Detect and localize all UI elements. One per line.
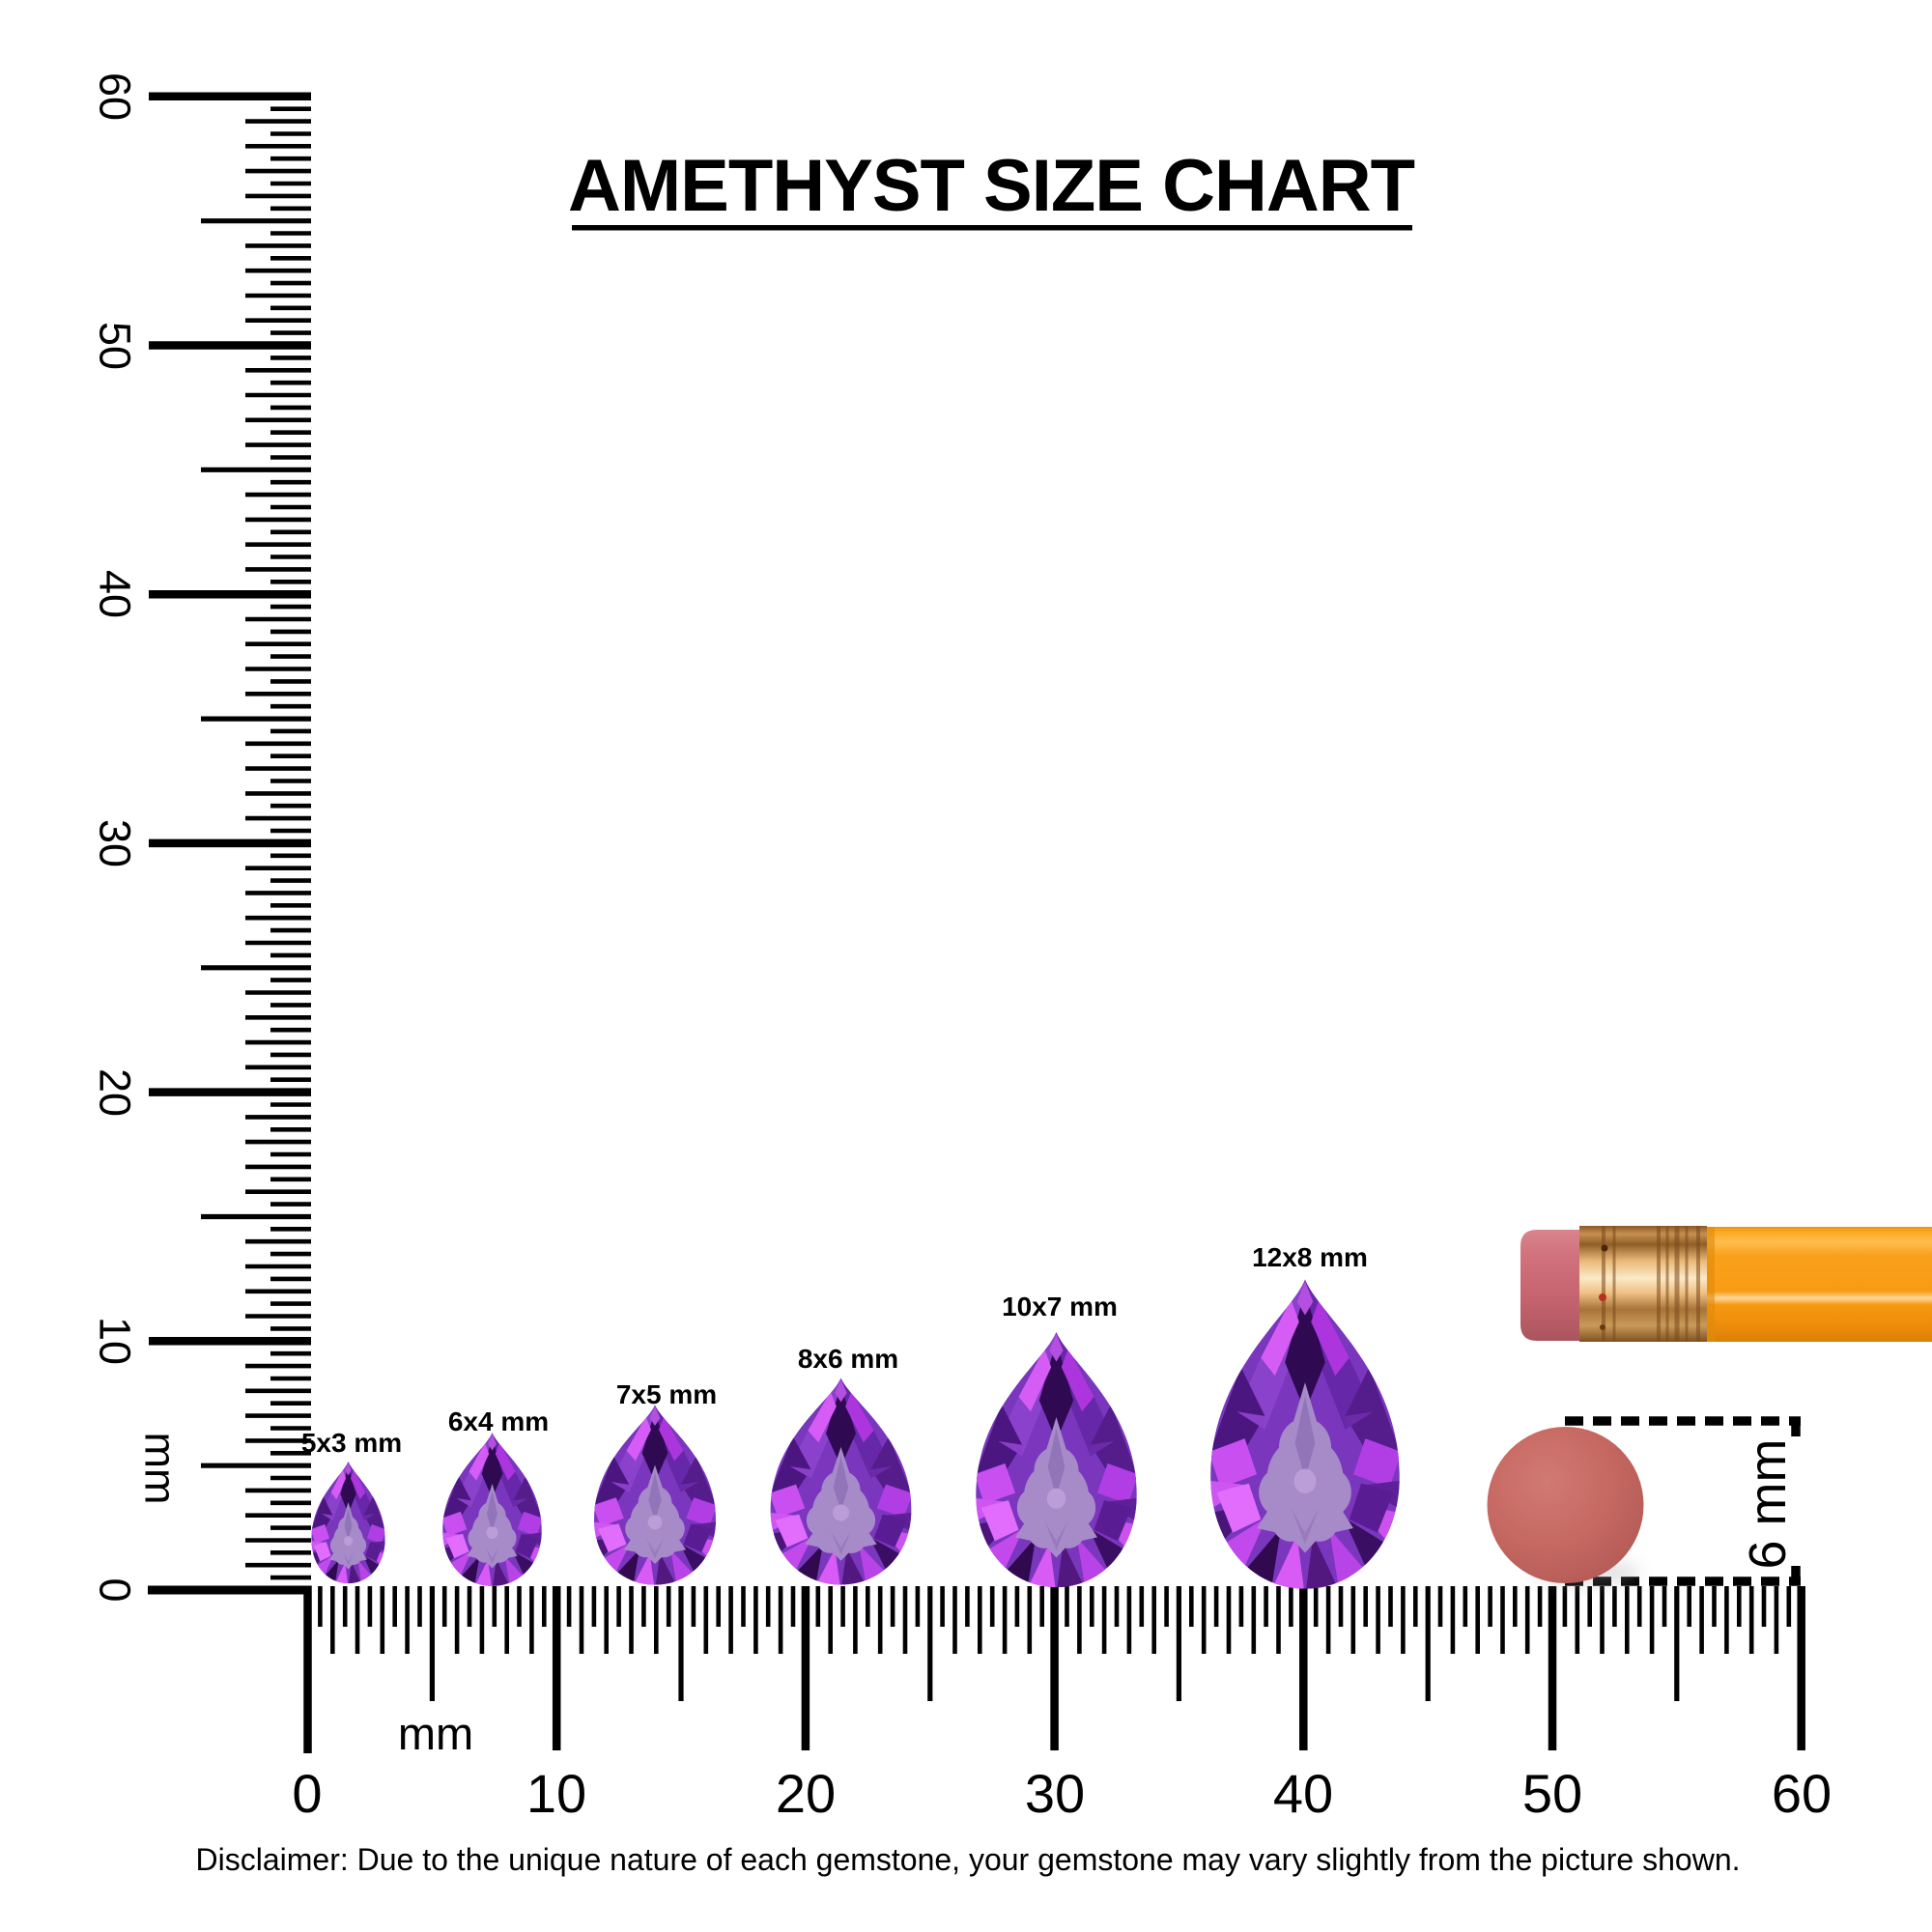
svg-text:60: 60	[91, 72, 140, 121]
svg-text:7x5 mm: 7x5 mm	[616, 1379, 717, 1409]
svg-text:40: 40	[91, 570, 140, 618]
svg-text:40: 40	[1273, 1763, 1333, 1824]
svg-text:0: 0	[292, 1763, 322, 1824]
svg-text:30: 30	[1025, 1763, 1085, 1824]
svg-text:AMETHYST SIZE CHART: AMETHYST SIZE CHART	[568, 145, 1415, 227]
svg-text:Disclaimer: Due to the unique: Disclaimer: Due to the unique nature of …	[196, 1842, 1741, 1877]
svg-text:50: 50	[1522, 1763, 1582, 1824]
svg-text:12x8 mm: 12x8 mm	[1252, 1242, 1368, 1272]
svg-text:60: 60	[1772, 1763, 1832, 1824]
svg-text:8x6 mm: 8x6 mm	[798, 1344, 898, 1374]
svg-text:mm: mm	[136, 1433, 185, 1505]
svg-text:10: 10	[526, 1763, 586, 1824]
svg-text:0: 0	[91, 1577, 140, 1602]
svg-text:mm: mm	[398, 1708, 473, 1759]
svg-text:30: 30	[91, 819, 140, 867]
svg-text:5x3 mm: 5x3 mm	[301, 1428, 402, 1458]
svg-text:6 mm: 6 mm	[1739, 1439, 1797, 1570]
svg-text:20: 20	[776, 1763, 836, 1824]
svg-text:20: 20	[91, 1068, 140, 1117]
svg-text:10x7 mm: 10x7 mm	[1002, 1292, 1118, 1321]
svg-text:50: 50	[91, 322, 140, 370]
svg-text:6x4 mm: 6x4 mm	[448, 1406, 549, 1436]
svg-text:10: 10	[91, 1317, 140, 1365]
